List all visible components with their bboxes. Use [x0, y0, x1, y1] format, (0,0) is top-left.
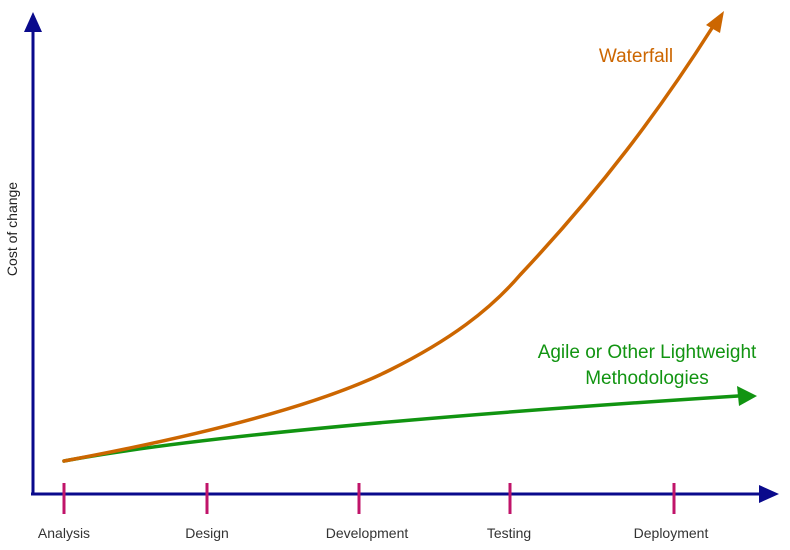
agile-curve: [62, 394, 740, 463]
x-axis-arrowhead: [759, 485, 779, 503]
phase-label-analysis: Analysis: [38, 525, 90, 541]
waterfall-label: Waterfall: [599, 46, 673, 67]
agile-label-line2: Methodologies: [585, 368, 709, 389]
waterfall-series: [62, 11, 724, 463]
agile-arrowhead: [737, 386, 757, 406]
phase-label-development: Development: [326, 525, 409, 541]
phase-ticks: [62, 483, 676, 514]
phase-labels: Analysis Design Development Testing Depl…: [38, 525, 709, 541]
agile-series: [62, 386, 757, 463]
x-axis: [31, 485, 779, 503]
y-axis: [24, 12, 42, 494]
waterfall-arrowhead: [706, 11, 724, 33]
phase-label-design: Design: [185, 525, 229, 541]
y-axis-arrowhead: [24, 12, 42, 32]
phase-label-testing: Testing: [487, 525, 531, 541]
waterfall-curve: [62, 26, 714, 463]
agile-label-line1: Agile or Other Lightweight: [538, 342, 757, 363]
y-axis-label: Cost of change: [4, 182, 20, 276]
phase-label-deployment: Deployment: [634, 525, 709, 541]
